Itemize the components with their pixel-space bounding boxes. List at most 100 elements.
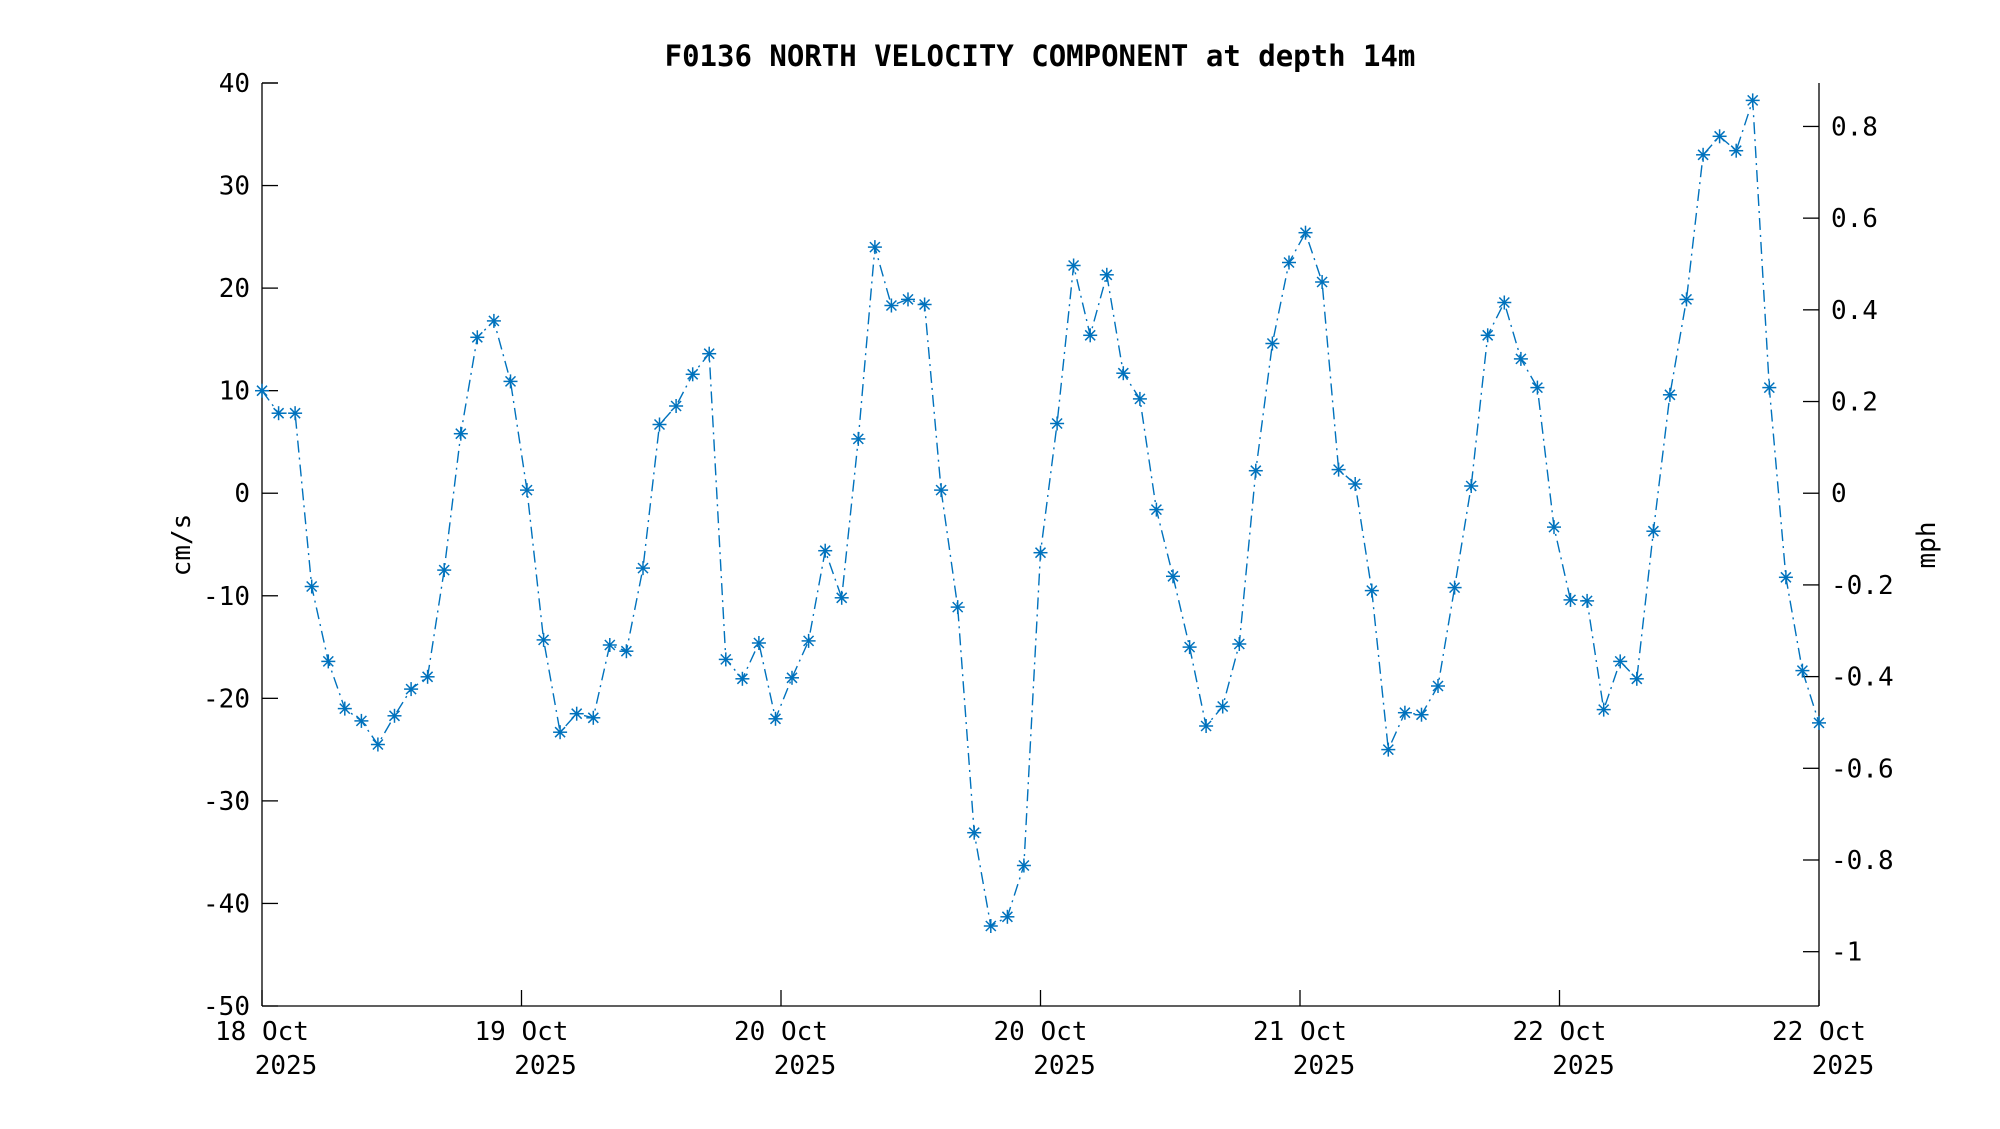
y-tick-label: 0 xyxy=(234,479,250,509)
y2-tick-label: -0.8 xyxy=(1831,846,1894,876)
data-point-marker xyxy=(1099,267,1114,282)
data-point-marker xyxy=(1248,463,1263,478)
data-point-marker xyxy=(1066,258,1081,273)
data-point-marker xyxy=(1265,336,1280,351)
data-point-marker xyxy=(1547,520,1561,535)
y2-tick-label: 0.4 xyxy=(1831,296,1878,326)
data-point-marker xyxy=(1480,328,1495,343)
x-tick-label-year: 2025 xyxy=(774,1051,837,1081)
data-point-marker xyxy=(1596,702,1611,717)
data-point-marker xyxy=(1712,129,1727,144)
data-point-marker xyxy=(337,701,352,716)
data-point-marker xyxy=(1613,654,1628,669)
data-point-marker xyxy=(884,298,899,313)
data-point-marker xyxy=(1232,637,1247,651)
data-point-marker xyxy=(1530,380,1545,395)
axes: -50 -40 -30 -20 -10 0 10 20 30 40 -1 -0.8 -0.6 -0.4 -0… xyxy=(203,69,1894,1081)
data-point-marker xyxy=(1563,592,1578,607)
data-point-marker xyxy=(801,633,816,648)
data-point-marker xyxy=(834,590,849,605)
data-point-marker xyxy=(569,706,584,721)
data-point-marker xyxy=(1662,387,1677,402)
data-series xyxy=(255,93,1826,933)
x-tick-label-date: 22 Oct xyxy=(1513,1017,1607,1047)
data-point-marker xyxy=(768,711,783,726)
y2-tick-label: -0.4 xyxy=(1831,663,1894,693)
data-point-marker xyxy=(1729,143,1744,158)
data-point-marker xyxy=(735,671,750,686)
data-point-marker xyxy=(1149,502,1164,517)
data-point-marker xyxy=(1513,351,1528,366)
data-point-marker xyxy=(1331,462,1346,477)
y2-tick-label: 0.6 xyxy=(1831,204,1878,234)
data-point-marker xyxy=(1646,524,1661,539)
data-point-marker xyxy=(437,563,452,578)
data-point-marker xyxy=(1116,366,1131,381)
data-point-marker xyxy=(1348,477,1363,491)
data-point-marker xyxy=(685,367,700,382)
data-point-marker xyxy=(1497,295,1512,310)
x-tick-label-date: 21 Oct xyxy=(1253,1017,1347,1047)
y2-tick-label: -0.6 xyxy=(1831,754,1894,784)
data-point-marker xyxy=(602,638,617,652)
data-point-marker xyxy=(1696,147,1711,162)
x-tick-label-date: 20 Oct xyxy=(734,1017,828,1047)
data-point-marker xyxy=(718,652,733,667)
data-point-marker xyxy=(1431,679,1445,693)
data-point-marker xyxy=(354,713,369,728)
data-point-marker xyxy=(1364,583,1379,598)
data-point-marker xyxy=(553,725,568,740)
y2-tick-label: 0.8 xyxy=(1831,112,1878,142)
data-point-marker xyxy=(1033,545,1048,560)
data-point-marker xyxy=(586,710,601,725)
data-point-marker xyxy=(304,579,319,594)
data-point-marker xyxy=(1762,380,1777,395)
data-point-marker xyxy=(370,737,385,752)
data-point-marker xyxy=(669,399,684,413)
y-tick-label: -10 xyxy=(203,582,250,612)
data-point-marker xyxy=(536,632,551,647)
data-point-marker xyxy=(1812,715,1826,730)
data-point-marker xyxy=(950,600,965,615)
data-point-marker xyxy=(1778,570,1793,585)
x-tick-label-date: 20 Oct xyxy=(994,1017,1088,1047)
data-point-marker xyxy=(503,374,518,389)
x-tick-label-date: 22 Oct xyxy=(1772,1017,1866,1047)
data-point-marker xyxy=(520,483,534,498)
y-tick-label: 10 xyxy=(219,377,250,407)
y2-tick-label: 0 xyxy=(1831,479,1847,509)
data-point-marker xyxy=(1795,663,1810,678)
data-point-marker xyxy=(1745,93,1760,108)
data-point-marker xyxy=(1397,705,1412,720)
data-point-marker xyxy=(967,825,982,840)
y2-tick-label: -0.2 xyxy=(1831,571,1894,601)
data-point-marker xyxy=(785,670,799,685)
data-point-marker xyxy=(1447,580,1462,595)
data-point-marker xyxy=(1381,742,1396,757)
y2-tick-label: 0.2 xyxy=(1831,388,1878,418)
data-point-marker xyxy=(453,426,468,441)
data-point-marker xyxy=(818,543,833,558)
x-tick-label-year: 2025 xyxy=(255,1051,318,1081)
data-point-marker xyxy=(387,708,402,723)
y-tick-label: -30 xyxy=(203,787,250,817)
data-point-marker xyxy=(652,417,667,432)
y-tick-label: -40 xyxy=(203,889,250,919)
data-point-marker xyxy=(255,383,269,398)
y2-axis-label: mph xyxy=(1912,522,1942,569)
y-tick-label: 40 xyxy=(219,69,250,99)
data-point-marker xyxy=(321,654,336,669)
x-tick-label-year: 2025 xyxy=(514,1051,577,1081)
y-tick-label: -50 xyxy=(203,992,250,1022)
data-point-marker xyxy=(1464,479,1479,493)
data-point-marker xyxy=(702,346,717,361)
x-tick-label-date: 18 Oct xyxy=(215,1017,309,1047)
data-point-marker xyxy=(1083,328,1098,343)
data-point-marker xyxy=(901,292,915,307)
data-point-marker xyxy=(486,313,501,328)
data-point-marker xyxy=(1414,707,1429,722)
y-tick-label: -20 xyxy=(203,684,250,714)
data-point-marker xyxy=(1629,671,1644,686)
data-point-marker xyxy=(271,406,286,421)
